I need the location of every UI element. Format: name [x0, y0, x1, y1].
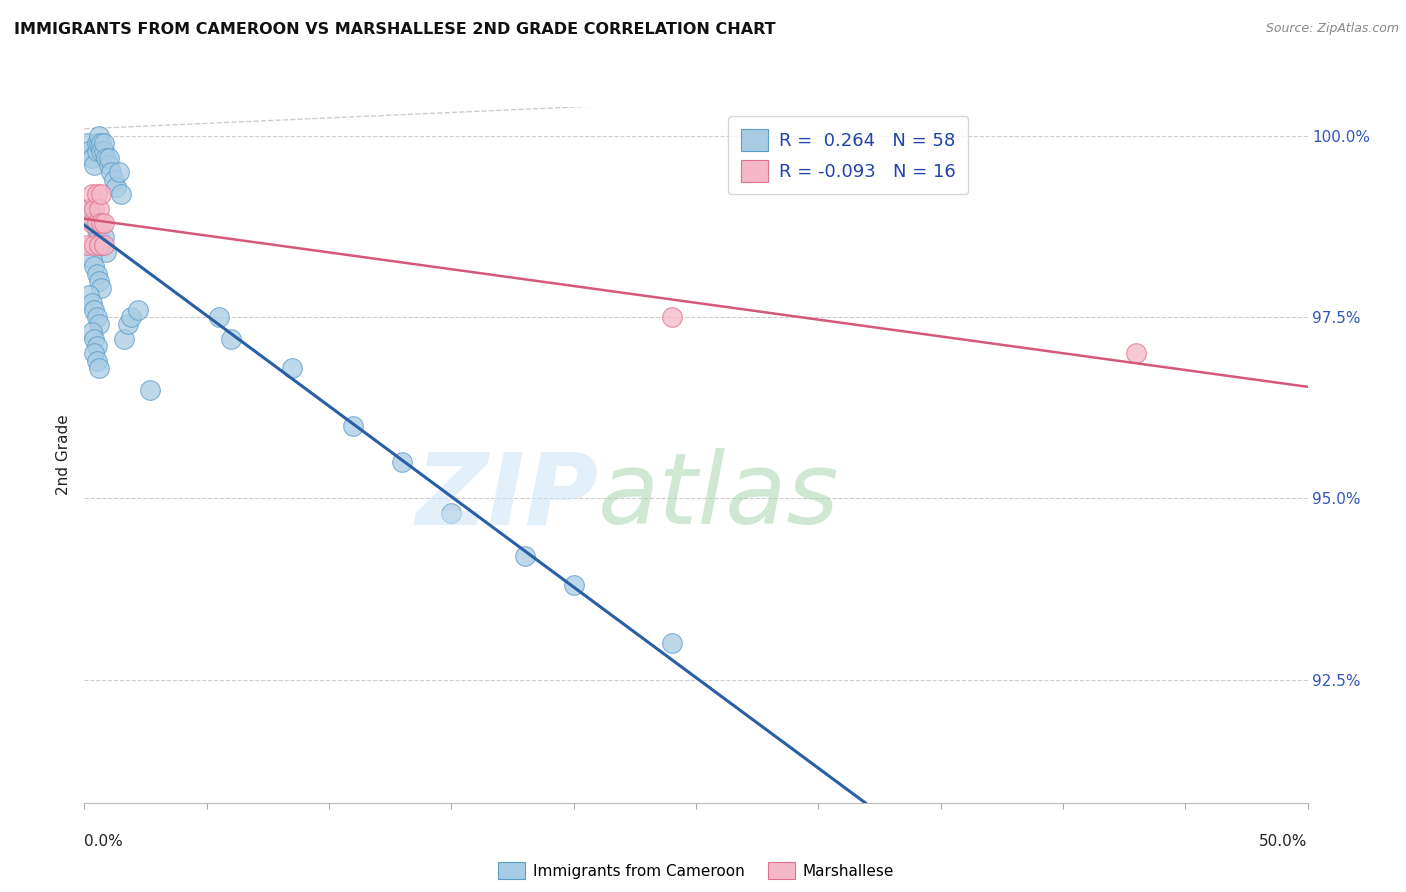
Text: Source: ZipAtlas.com: Source: ZipAtlas.com: [1265, 22, 1399, 36]
Point: [90, 281, 112, 295]
Point: [83, 346, 105, 360]
Point: [76, 136, 98, 151]
Legend: Immigrants from Cameroon, Marshallese: Immigrants from Cameroon, Marshallese: [492, 855, 900, 886]
Point: [110, 187, 132, 202]
Point: [87, 128, 110, 143]
Point: [87, 318, 110, 332]
Point: [80, 209, 103, 223]
Point: [562, 578, 585, 592]
Point: [96, 244, 118, 259]
Point: [77, 202, 100, 216]
Point: [90, 237, 112, 252]
Point: [80, 325, 103, 339]
Point: [87, 274, 110, 288]
Point: [391, 455, 413, 469]
Point: [86, 144, 108, 158]
Point: [87, 237, 110, 252]
Point: [86, 216, 108, 230]
Point: [83, 303, 105, 318]
Point: [661, 636, 683, 650]
Point: [93, 136, 115, 151]
Point: [80, 216, 103, 230]
Point: [77, 202, 100, 216]
Point: [90, 187, 112, 202]
Point: [342, 419, 364, 434]
Text: IMMIGRANTS FROM CAMEROON VS MARSHALLESE 2ND GRADE CORRELATION CHART: IMMIGRANTS FROM CAMEROON VS MARSHALLESE …: [14, 22, 776, 37]
Point: [87, 136, 110, 151]
Point: [86, 223, 108, 237]
Point: [80, 151, 103, 165]
Y-axis label: 2nd Grade: 2nd Grade: [56, 415, 72, 495]
Point: [80, 295, 103, 310]
Point: [80, 187, 103, 202]
Point: [90, 216, 112, 230]
Point: [77, 144, 100, 158]
Text: 0.0%: 0.0%: [84, 834, 124, 849]
Point: [281, 360, 304, 375]
Text: ZIP: ZIP: [415, 448, 598, 545]
Point: [86, 267, 108, 281]
Point: [90, 136, 112, 151]
Point: [97, 151, 120, 165]
Point: [661, 310, 683, 325]
Point: [107, 165, 129, 179]
Point: [87, 360, 110, 375]
Point: [127, 303, 149, 318]
Point: [440, 506, 463, 520]
Point: [86, 187, 108, 202]
Point: [87, 230, 110, 244]
Point: [77, 288, 100, 302]
Point: [83, 216, 105, 230]
Text: atlas: atlas: [598, 448, 839, 545]
Point: [86, 353, 108, 368]
Point: [96, 151, 118, 165]
Point: [1125, 346, 1147, 360]
Point: [513, 549, 536, 564]
Point: [83, 202, 105, 216]
Point: [105, 179, 128, 194]
Point: [76, 237, 98, 252]
Point: [139, 383, 162, 397]
Point: [86, 310, 108, 325]
Point: [83, 260, 105, 274]
Point: [83, 332, 105, 346]
Point: [80, 252, 103, 267]
Point: [93, 237, 115, 252]
Point: [93, 230, 115, 244]
Point: [112, 332, 135, 346]
Point: [83, 237, 105, 252]
Text: 50.0%: 50.0%: [1260, 834, 1308, 849]
Point: [219, 332, 242, 346]
Point: [103, 172, 125, 186]
Point: [90, 144, 112, 158]
Point: [93, 216, 115, 230]
Point: [117, 318, 139, 332]
Point: [120, 310, 142, 325]
Point: [83, 158, 105, 172]
Point: [86, 136, 108, 151]
Point: [97, 158, 120, 172]
Point: [87, 202, 110, 216]
Point: [86, 339, 108, 353]
Point: [93, 144, 115, 158]
Point: [208, 310, 231, 325]
Point: [100, 165, 122, 179]
